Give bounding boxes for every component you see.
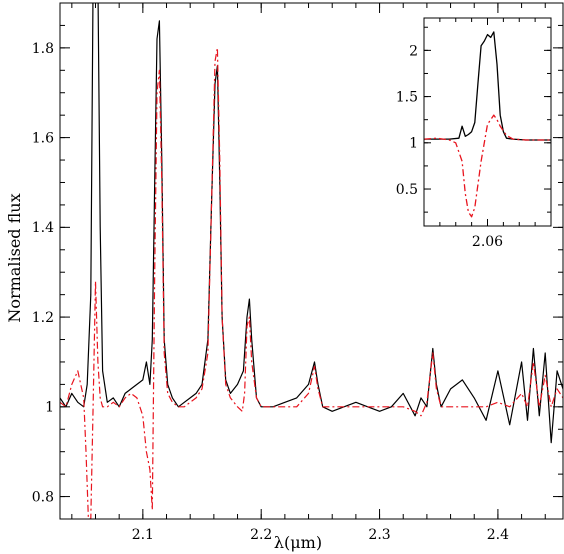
main-y-tick-label: 1 bbox=[45, 400, 54, 416]
inset-x-tick-label: 2.06 bbox=[472, 234, 503, 250]
x-axis-label: λ(μm) bbox=[274, 533, 322, 552]
main-x-tick-label: 2.3 bbox=[368, 527, 390, 543]
main-series-solid-line bbox=[60, 3, 563, 444]
y-axis-label: Normalised flux bbox=[5, 193, 24, 322]
inset-plot: 2.06 0.5 1 1.5 2 bbox=[396, 17, 552, 250]
inset-y-tick-label: 2 bbox=[409, 43, 418, 59]
inset-y-tick-label: 0.5 bbox=[396, 182, 418, 198]
main-x-tick-label: 2.4 bbox=[487, 527, 509, 543]
main-x-tick-label: 2.2 bbox=[250, 527, 272, 543]
main-y-tick-label: 0.8 bbox=[32, 489, 54, 505]
main-y-tick-label: 1.8 bbox=[32, 41, 54, 57]
inset-series-solid-line bbox=[424, 31, 551, 141]
main-y-tick-label: 1.6 bbox=[32, 131, 54, 147]
main-series-dashdot-line bbox=[60, 47, 563, 519]
inset-y-tick-label: 1 bbox=[409, 136, 418, 152]
main-x-tick-label: 2.1 bbox=[132, 527, 154, 543]
inset-background bbox=[424, 18, 551, 226]
main-y-tick-label: 1.2 bbox=[32, 310, 54, 326]
inset-series-dashdot-line bbox=[424, 114, 551, 218]
inset-y-tick-label: 1.5 bbox=[396, 89, 418, 105]
main-frame bbox=[59, 2, 564, 520]
main-y-tick-label: 1.4 bbox=[32, 220, 54, 236]
main-plot: 2.1 2.2 2.3 2.4 0.8 1 1.2 1.4 1.6 1.8 bbox=[32, 2, 564, 543]
